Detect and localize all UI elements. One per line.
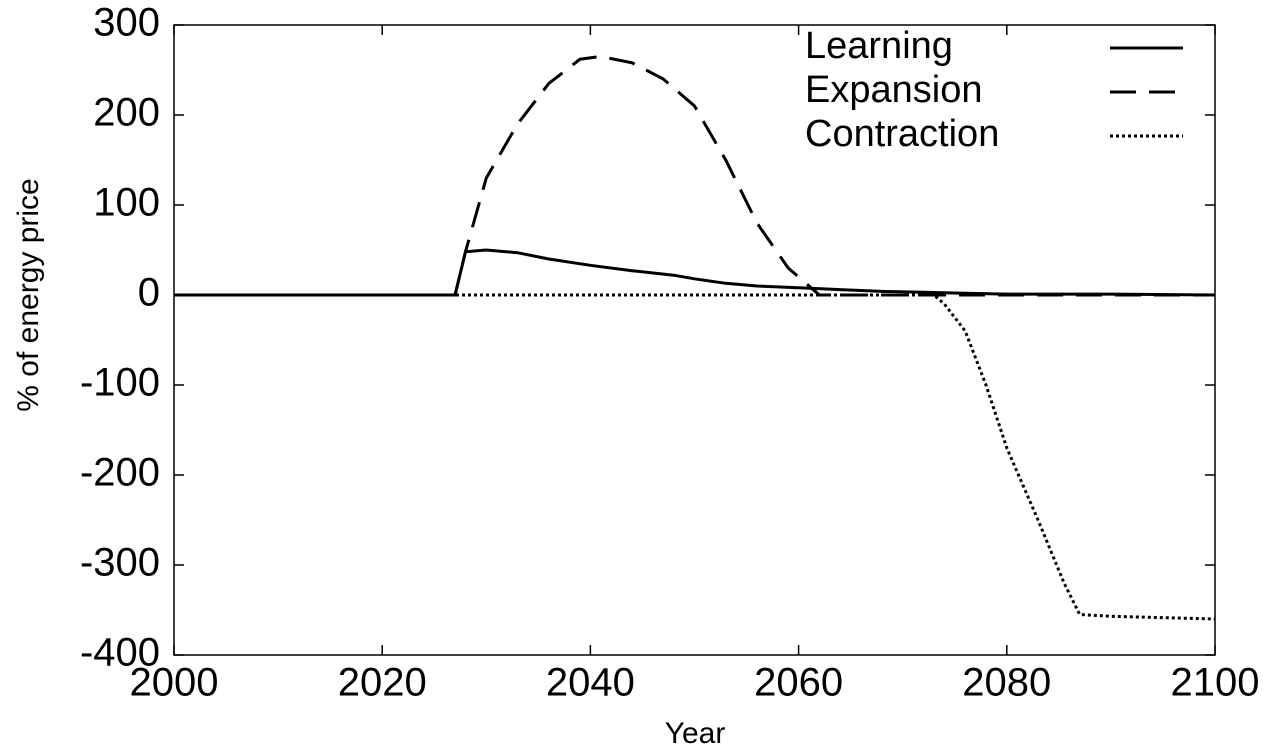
x-tick-label: 2040 xyxy=(546,661,635,705)
legend-label: Learning xyxy=(805,25,953,67)
legend-label: Expansion xyxy=(805,69,982,111)
y-tick-label: -100 xyxy=(80,361,160,405)
y-axis-label: % of energy price xyxy=(12,178,45,411)
series-line xyxy=(174,293,1216,621)
x-axis-label: Year xyxy=(665,717,726,750)
x-tick-label: 2060 xyxy=(754,661,843,705)
x-tick-label: 2000 xyxy=(130,661,219,705)
y-tick-label: -200 xyxy=(80,451,160,495)
x-tick-label: 2100 xyxy=(1171,661,1260,705)
plot-frame xyxy=(173,24,1216,656)
y-tick-label: -300 xyxy=(80,541,160,585)
x-tick-label: 2080 xyxy=(962,661,1051,705)
y-tick-label: 0 xyxy=(138,271,160,315)
y-tick-label: -400 xyxy=(80,631,160,675)
y-tick-label: 300 xyxy=(93,1,160,45)
y-tick-label: 200 xyxy=(93,91,160,135)
series-line xyxy=(174,248,1216,297)
x-tick-label: 2020 xyxy=(338,661,427,705)
y-tick-label: 100 xyxy=(93,181,160,225)
series-line xyxy=(174,54,1215,297)
legend-label: Contraction xyxy=(805,113,999,155)
